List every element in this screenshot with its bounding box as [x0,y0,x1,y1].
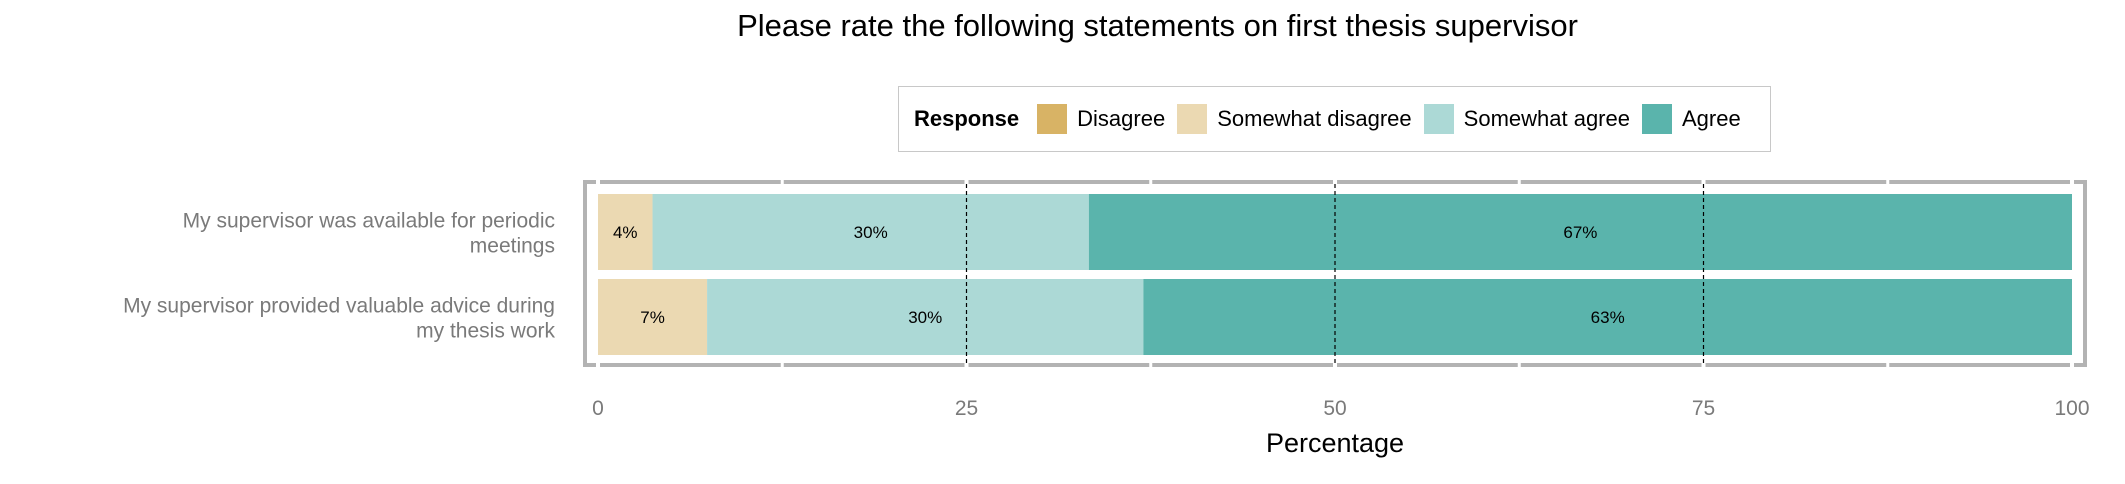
chart-title: Please rate the following statements on … [737,8,1578,43]
legend-swatch-somewhat-disagree [1177,104,1208,134]
data-label: 30% [854,223,888,242]
legend-swatch-disagree [1037,104,1068,134]
legend-swatch-somewhat-agree [1423,104,1454,134]
legend-swatch-agree [1641,104,1672,134]
legend-title: Response [914,106,1020,131]
legend-item-somewhat-disagree: Somewhat disagree [1177,104,1412,134]
legend-label-disagree: Disagree [1077,106,1166,131]
legend-label-somewhat-disagree: Somewhat disagree [1217,106,1412,131]
bar-segment [707,279,1144,355]
data-label: 67% [1563,223,1597,242]
x-axis-title: Percentage [1266,428,1404,458]
x-tick-label: 100 [2054,397,2089,420]
x-tick-label: 50 [1323,397,1346,420]
x-tick-label: 0 [592,397,604,420]
category-label: My supervisor provided valuable advice d… [123,295,555,343]
legend-item-agree: Agree [1641,104,1741,134]
legend-label-somewhat-agree: Somewhat agree [1463,106,1630,131]
legend-label-agree: Agree [1681,106,1741,131]
x-tick-label: 25 [955,397,978,420]
bar-segment [598,279,708,355]
bar-segment [1143,279,2072,355]
legend-item-somewhat-agree: Somewhat agree [1423,104,1630,134]
data-label: 4% [613,223,638,242]
legend: Response Disagree Somewhat disagree Some… [898,86,1771,152]
bar-segment [598,194,653,270]
data-label: 30% [908,308,942,327]
data-label: 63% [1591,308,1625,327]
data-label: 7% [640,308,665,327]
legend-item-disagree: Disagree [1037,104,1165,134]
bar-segment [1088,194,2072,270]
x-tick-label: 75 [1692,397,1715,420]
category-label: My supervisor was available for periodic… [183,210,555,258]
bar-segment [652,194,1089,270]
